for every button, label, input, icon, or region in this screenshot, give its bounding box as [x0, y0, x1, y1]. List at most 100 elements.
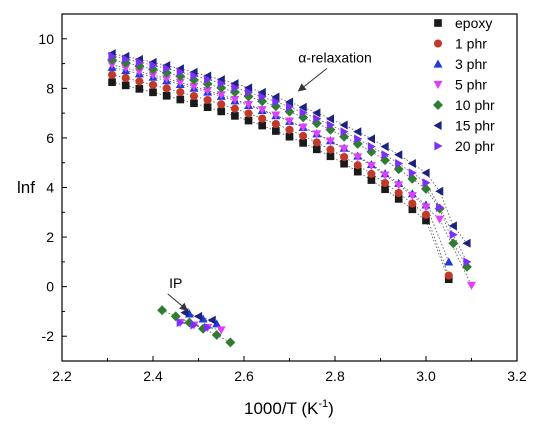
data-point [312, 138, 321, 147]
fit-line [111, 74, 450, 276]
data-point [207, 315, 216, 325]
x-axis-title: 1000/T (K-1) [244, 398, 334, 418]
data-point [325, 114, 335, 124]
data-point [422, 216, 430, 225]
legend-label: 15 phr [455, 118, 495, 134]
data-point [435, 215, 445, 224]
data-point [148, 64, 158, 75]
legend-marker [433, 39, 443, 48]
data-point [380, 171, 390, 180]
fit-line [111, 55, 468, 263]
data-point [157, 305, 168, 316]
x-tick-label: 2.8 [325, 368, 345, 384]
data-point [107, 61, 117, 70]
data-point [257, 106, 267, 115]
fit-line [111, 59, 468, 268]
data-point [313, 114, 322, 124]
data-point [408, 199, 417, 208]
data-point [180, 308, 189, 318]
data-point [135, 57, 144, 67]
data-point [462, 238, 471, 248]
data-point [231, 83, 240, 93]
legend-label: 20 phr [455, 138, 495, 154]
data-point [107, 54, 117, 65]
data-point [244, 100, 254, 109]
annotation-arrow [297, 67, 328, 92]
data-point [189, 82, 199, 91]
data-point [299, 131, 308, 140]
data-points [107, 49, 476, 348]
data-point [244, 87, 254, 97]
data-point [204, 74, 213, 84]
data-point [271, 119, 280, 129]
data-point [189, 91, 198, 101]
data-point [394, 181, 404, 190]
data-point [284, 106, 295, 117]
annotation-arrow [167, 293, 188, 311]
x-tick-label: 2.6 [234, 368, 254, 384]
fit-line [180, 322, 208, 328]
data-point [121, 81, 130, 90]
y-tick-label: -2 [42, 328, 55, 344]
data-point [148, 80, 158, 89]
data-point [162, 91, 171, 100]
data-point [258, 114, 267, 123]
y-axis-title: lnf [17, 178, 35, 197]
x-tick-label: 2.2 [52, 368, 72, 384]
data-point [353, 127, 362, 137]
data-point [463, 257, 472, 267]
data-point [108, 78, 116, 86]
x-axis-title-end: ) [328, 399, 334, 418]
data-point [395, 158, 404, 168]
data-point [230, 104, 239, 113]
data-point [134, 61, 145, 71]
x-tick-label: 3.0 [416, 368, 436, 384]
data-point [354, 134, 363, 144]
data-point [203, 103, 212, 112]
fit-line [111, 53, 468, 244]
data-point [339, 145, 349, 154]
y-tick-label: 10 [38, 31, 54, 47]
data-point [421, 210, 431, 219]
data-point [272, 127, 280, 135]
data-point [148, 71, 158, 80]
data-point [134, 67, 144, 77]
data-point [244, 109, 253, 118]
data-point [176, 95, 185, 104]
data-point [444, 257, 454, 266]
data-point [258, 92, 267, 102]
data-point [394, 150, 403, 160]
data-point [380, 142, 389, 152]
data-point [421, 203, 431, 212]
data-point [198, 314, 208, 323]
data-point [163, 64, 172, 74]
data-point [312, 130, 322, 139]
data-point [326, 152, 335, 161]
data-point [216, 82, 227, 93]
data-point [162, 75, 172, 84]
data-point [190, 320, 199, 330]
data-point [326, 145, 335, 154]
legend-marker [434, 19, 442, 27]
x-tick-label: 2.4 [143, 368, 163, 384]
x-axis-title-main: 1000/T (K [244, 399, 319, 418]
x-tick-label: 3.2 [507, 368, 527, 384]
data-point [353, 153, 363, 162]
data-point [244, 83, 253, 93]
legend-label: 10 phr [455, 97, 495, 113]
x-axis-title-sup: -1 [318, 398, 328, 410]
data-point [108, 51, 117, 61]
data-point [353, 161, 362, 170]
data-point [217, 78, 226, 88]
data-point [298, 123, 308, 132]
data-point [135, 85, 144, 93]
data-point [271, 92, 280, 102]
data-point [135, 77, 144, 86]
data-point [449, 230, 458, 240]
data-point [190, 99, 198, 108]
data-point [272, 97, 281, 107]
fit-line [111, 64, 472, 286]
data-point [366, 134, 375, 144]
legend-label: 1 phr [455, 36, 487, 52]
